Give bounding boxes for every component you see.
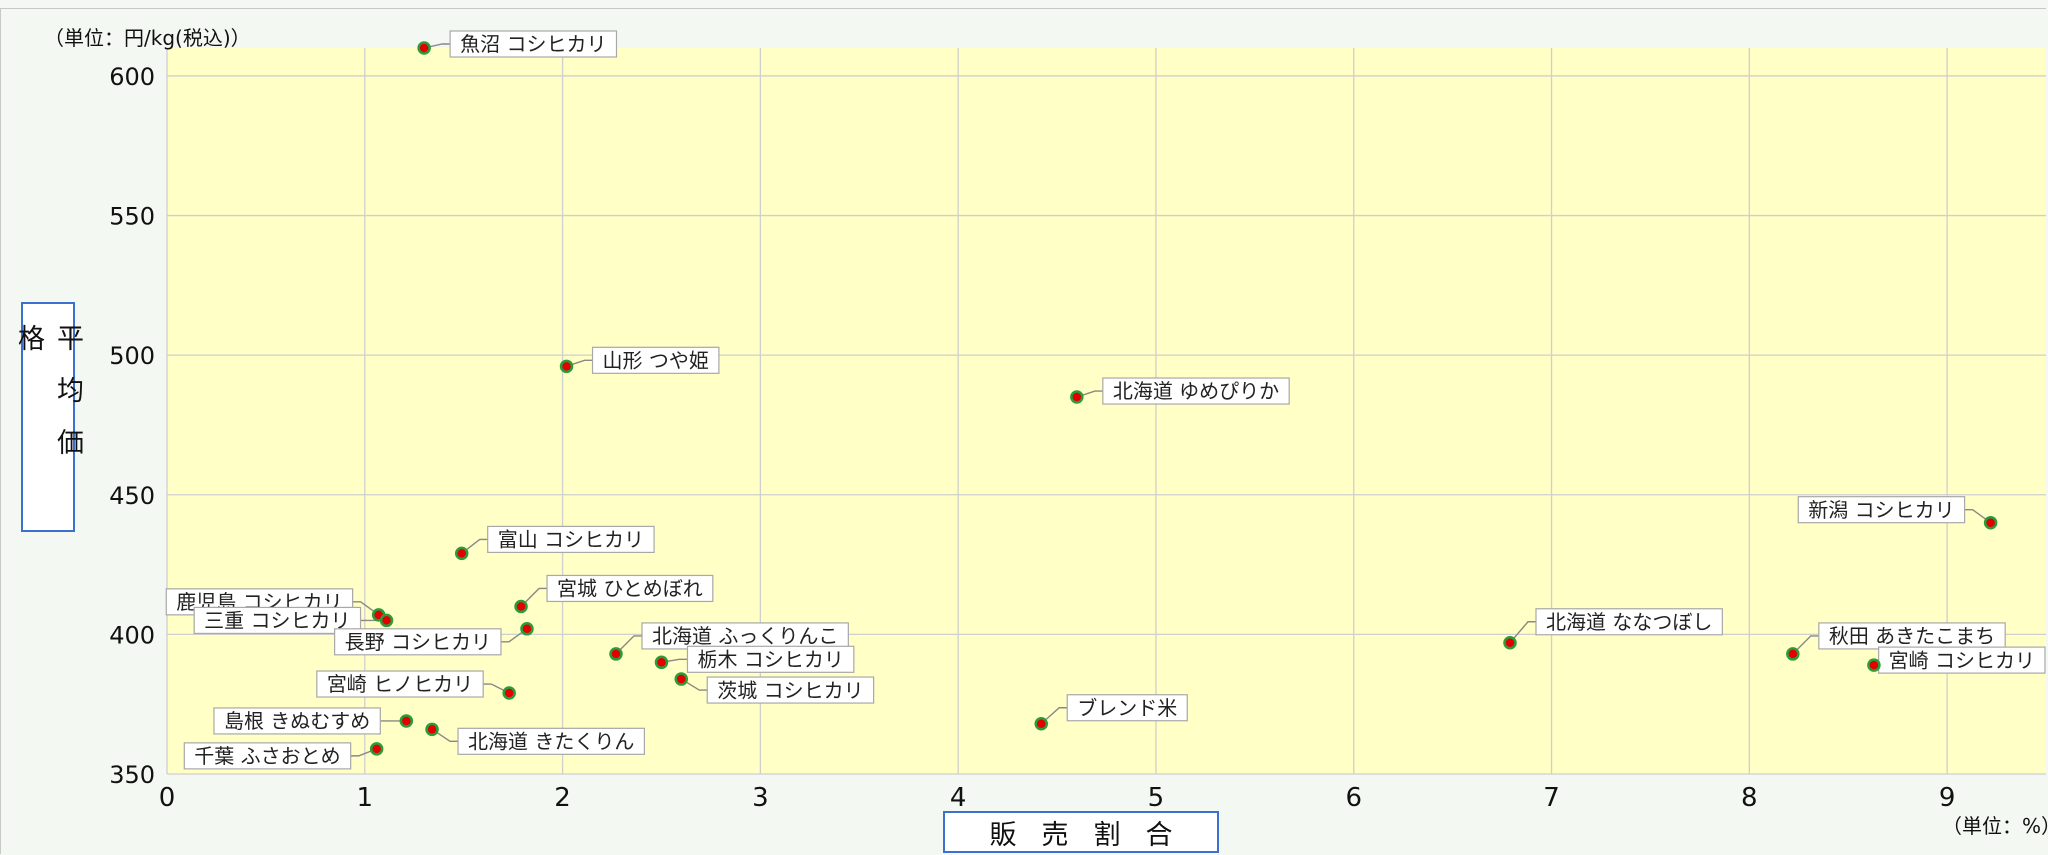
- x-tick-label: 3: [752, 783, 769, 813]
- point-label: 新潟 コシヒカリ: [1797, 496, 1966, 524]
- y-tick-label: 350: [109, 761, 155, 789]
- svg-text:新潟 コシヒカリ: 新潟 コシヒカリ: [1808, 498, 1954, 522]
- point-label: 栃木 コシヒカリ: [686, 645, 855, 673]
- y-unit-label: （単位：円/kg(税込)）: [44, 26, 251, 50]
- svg-text:宮崎 ヒノヒカリ: 宮崎 ヒノヒカリ: [327, 672, 473, 696]
- svg-text:ブレンド米: ブレンド米: [1077, 696, 1177, 720]
- data-point: [502, 686, 516, 700]
- label-leader-line: [431, 728, 459, 743]
- x-tick-label: 0: [159, 783, 176, 813]
- data-point: [1034, 716, 1048, 731]
- label-leader-line: [615, 635, 642, 655]
- x-tick-label: 8: [1741, 783, 1758, 813]
- chart-frame: [0, 8, 2046, 854]
- point-label: 宮崎 ヒノヒカリ: [316, 670, 484, 698]
- svg-text:北海道 きたくりん: 北海道 きたくりん: [468, 730, 634, 754]
- x-tick-label: 5: [1148, 783, 1165, 813]
- point-label: 山形 つや姫: [591, 346, 720, 374]
- label-leader-line: [520, 587, 548, 607]
- data-point: [520, 622, 534, 636]
- y-tick-label: 400: [109, 621, 155, 649]
- svg-text:三重 コシヒカリ: 三重 コシヒカリ: [204, 609, 350, 633]
- data-point: [654, 655, 669, 670]
- data-points: [369, 41, 1998, 756]
- label-leader-line: [500, 628, 528, 643]
- point-label: 茨城 コシヒカリ: [706, 676, 875, 704]
- point-label: ブレンド米: [1066, 694, 1188, 722]
- data-point: [514, 599, 528, 614]
- data-point: [425, 722, 439, 737]
- svg-text:山形 つや姫: 山形 つや姫: [603, 349, 709, 373]
- data-point: [559, 359, 574, 374]
- x-axis-title: 販売割合: [943, 811, 1219, 853]
- point-label: 北海道 ななつぼし: [1535, 608, 1723, 636]
- point-label: 魚沼 コシヒカリ: [449, 30, 618, 58]
- svg-text:北海道 ゆめぴりか: 北海道 ゆめぴりか: [1113, 379, 1279, 403]
- grid-lines: [166, 48, 2046, 775]
- svg-text:魚沼 コシヒカリ: 魚沼 コシヒカリ: [460, 32, 606, 56]
- x-tick-label: 1: [357, 783, 374, 813]
- point-label: 千葉 ふさおとめ: [183, 742, 352, 770]
- point-label: 三重 コシヒカリ: [193, 606, 362, 635]
- point-label: 北海道 きたくりん: [457, 727, 645, 755]
- point-label: 宮崎 コシヒカリ: [1878, 646, 2046, 674]
- point-label: 北海道 ふっくりんこ: [641, 622, 849, 650]
- svg-text:秋田 あきたこまち: 秋田 あきたこまち: [1829, 624, 1995, 648]
- data-point: [1070, 390, 1084, 404]
- y-tick-label: 450: [109, 482, 155, 510]
- data-point: [1983, 515, 1998, 530]
- data-point: [1867, 658, 1881, 672]
- point-label: 島根 きぬむすめ: [213, 707, 381, 735]
- y-tick-label: 500: [109, 342, 155, 370]
- y-axis-title: 平均価格: [13, 302, 83, 532]
- label-leader-line: [1040, 707, 1068, 725]
- y-tick-label: 550: [109, 203, 155, 231]
- svg-text:島根 きぬむすめ: 島根 きぬむすめ: [224, 709, 370, 733]
- label-leader-line: [680, 678, 708, 691]
- y-tick-label: 600: [109, 63, 155, 91]
- data-point: [417, 41, 431, 55]
- svg-text:栃木 コシヒカリ: 栃木 コシヒカリ: [697, 648, 843, 672]
- svg-text:長野 コシヒカリ: 長野 コシヒカリ: [345, 630, 491, 654]
- point-label: 秋田 あきたこまち: [1818, 622, 2006, 650]
- data-point: [399, 714, 414, 728]
- label-leader-line: [1964, 508, 1992, 524]
- svg-text:富山 コシヒカリ: 富山 コシヒカリ: [498, 528, 644, 552]
- data-point: [674, 672, 689, 686]
- data-point: [379, 613, 394, 628]
- tick-labels: 0 1 2 3 4 5 6 7 8 9 350 400 450 500 550 600: [109, 63, 1955, 813]
- data-point: [1786, 647, 1800, 661]
- svg-text:茨城 コシヒカリ: 茨城 コシヒカリ: [717, 678, 863, 702]
- label-leader-line: [352, 601, 380, 616]
- x-tick-label: 9: [1939, 783, 1956, 813]
- data-point: [454, 546, 469, 561]
- svg-text:宮崎 コシヒカリ: 宮崎 コシヒカリ: [1889, 648, 2035, 672]
- svg-text:北海道 ななつぼし: 北海道 ななつぼし: [1546, 610, 1712, 634]
- point-label: 富山 コシヒカリ: [487, 525, 655, 554]
- data-point: [1503, 636, 1517, 650]
- plot-area: [167, 48, 2046, 774]
- x-tick-label: 6: [1345, 783, 1362, 813]
- svg-text:北海道 ふっくりんこ: 北海道 ふっくりんこ: [652, 624, 838, 648]
- label-leader-line: [1509, 621, 1536, 644]
- label-leader-lines: [350, 43, 1992, 757]
- label-leader-line: [461, 538, 488, 554]
- x-tick-label: 7: [1543, 783, 1560, 813]
- point-label: 宮城 ひとめぼれ: [546, 574, 714, 603]
- svg-text:宮城 ひとめぼれ: 宮城 ひとめぼれ: [557, 577, 703, 601]
- data-point: [369, 742, 384, 756]
- point-label: 北海道 ゆめぴりか: [1102, 377, 1290, 405]
- x-tick-label: 4: [950, 783, 967, 813]
- x-unit-label: （単位：%）: [1942, 814, 2048, 838]
- label-leader-line: [1792, 635, 1819, 655]
- point-label: 長野 コシヒカリ: [334, 628, 502, 656]
- x-tick-label: 2: [554, 783, 571, 813]
- data-point: [609, 647, 623, 661]
- svg-text:千葉 ふさおとめ: 千葉 ふさおとめ: [194, 744, 340, 768]
